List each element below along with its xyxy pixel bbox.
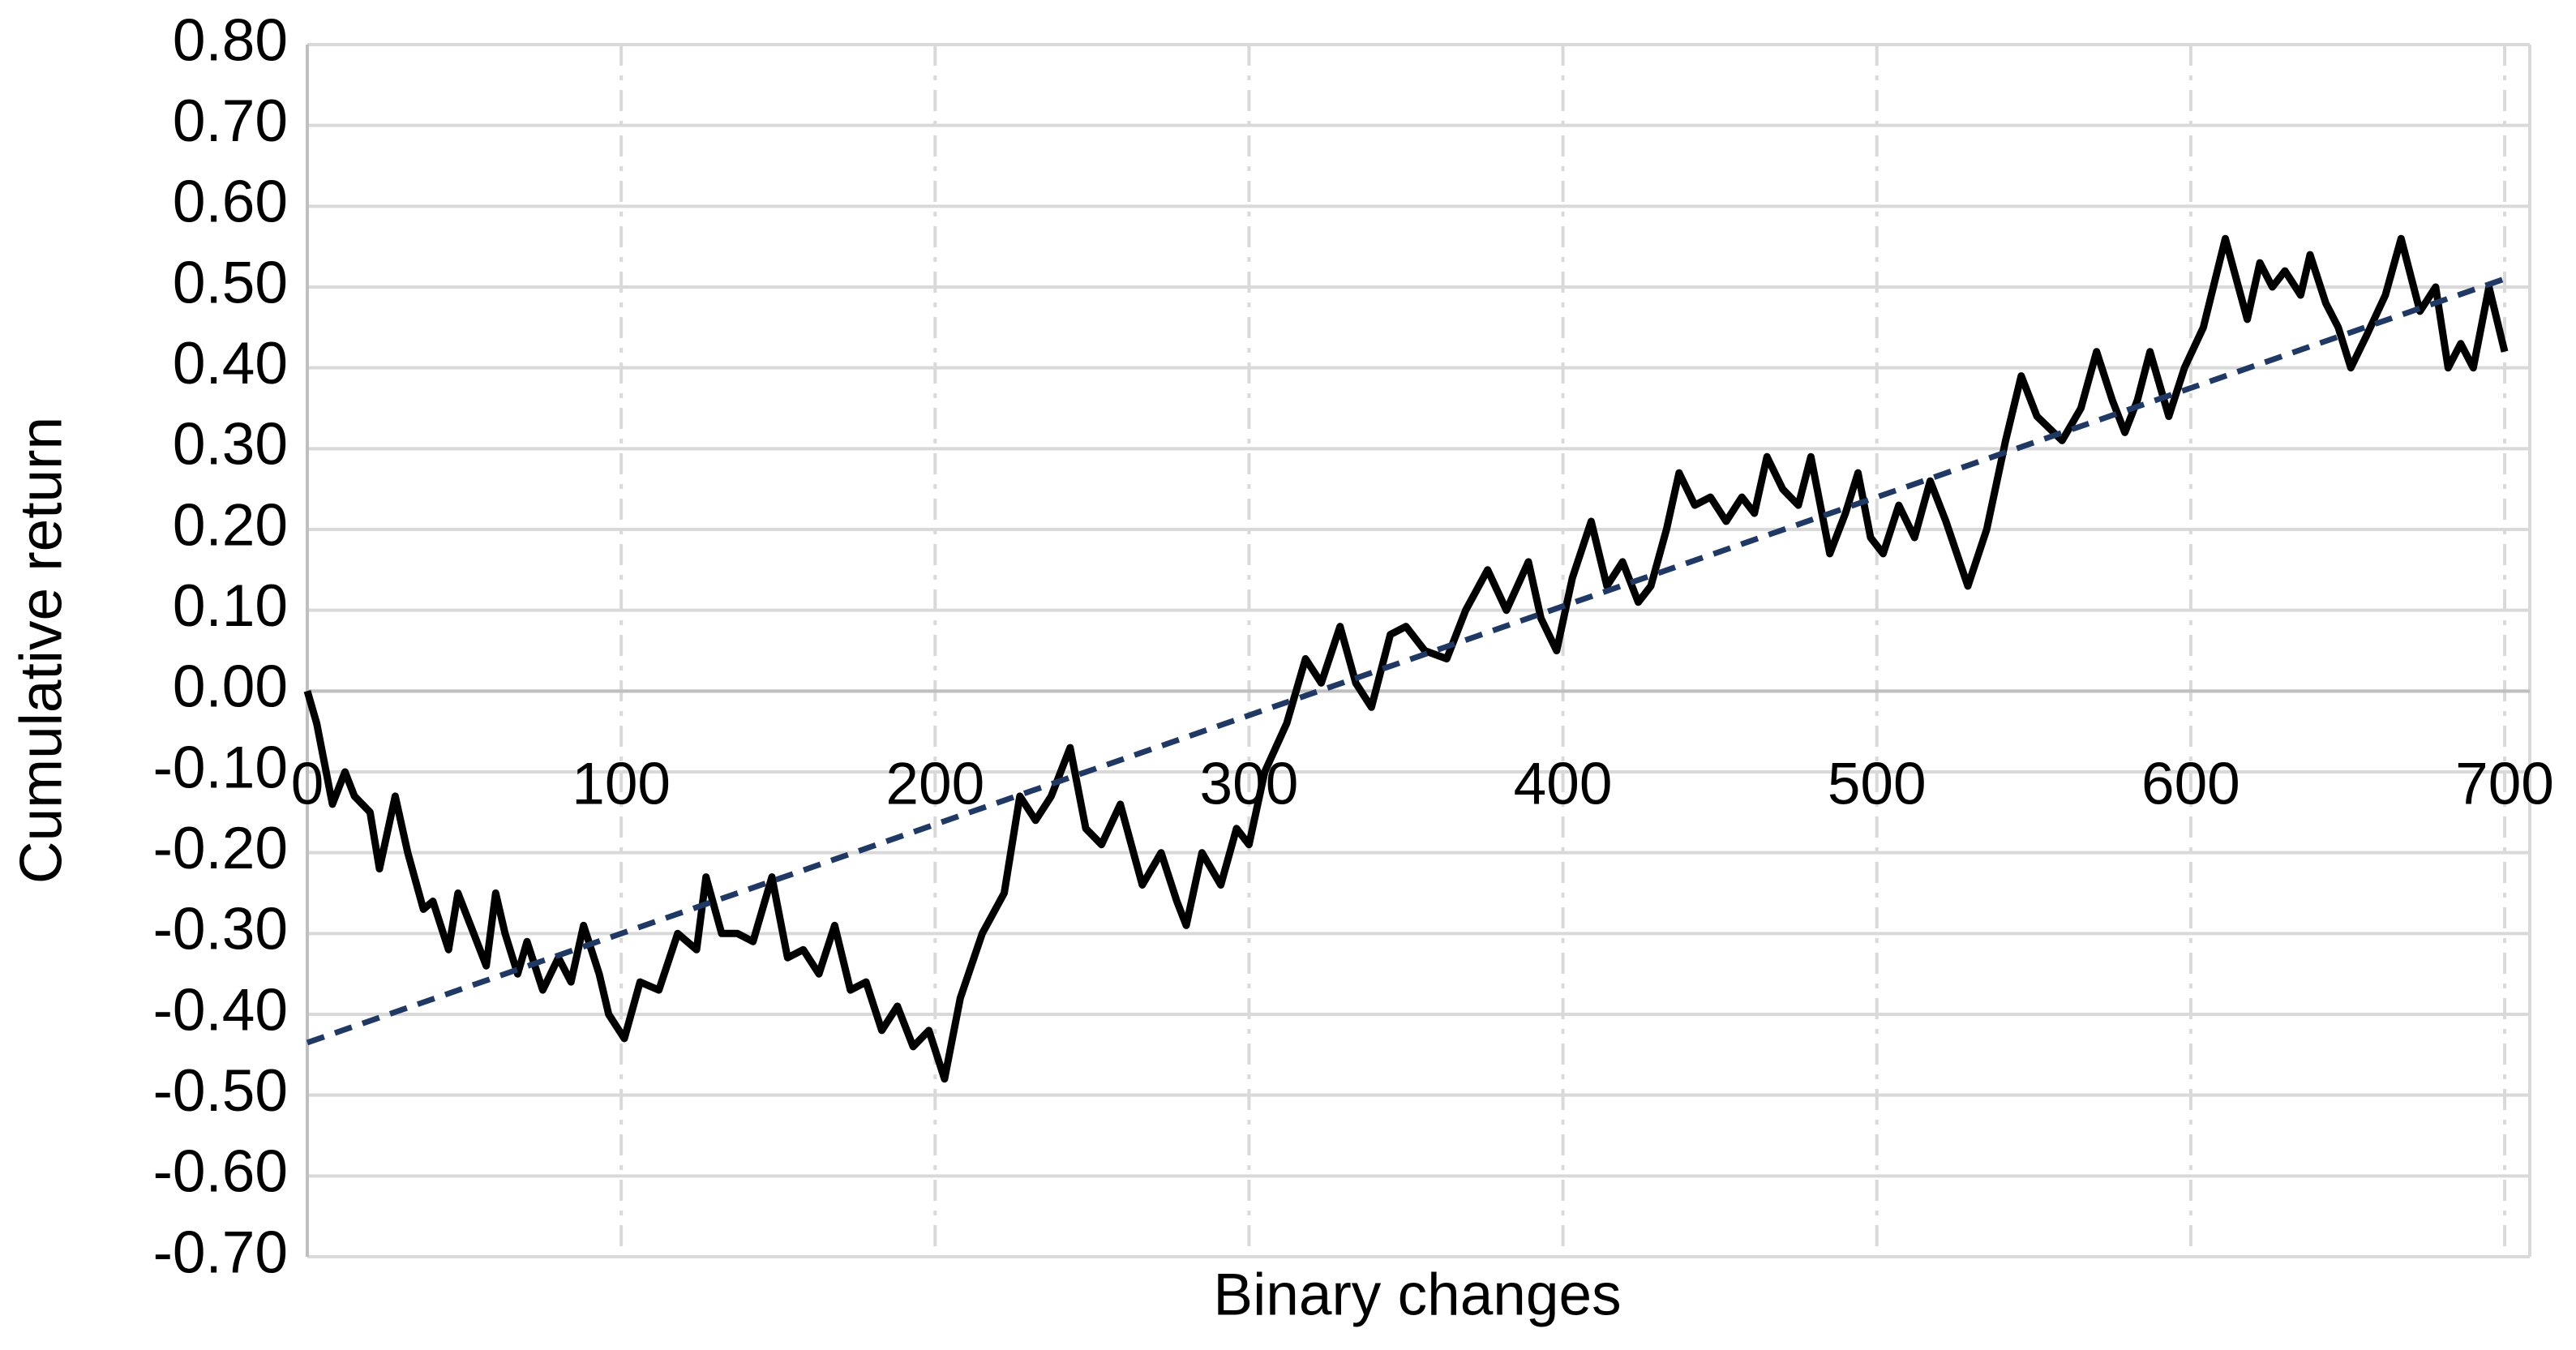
- y-tick-label: -0.60: [153, 1139, 288, 1205]
- y-tick-label: 0.30: [173, 412, 288, 478]
- x-tick-label: 400: [1514, 752, 1613, 817]
- y-tick-label: -0.70: [153, 1219, 288, 1285]
- y-tick-label: -0.30: [153, 897, 288, 962]
- y-tick-label: -0.10: [153, 735, 288, 800]
- x-tick-label: 100: [572, 752, 671, 817]
- y-tick-label: 0.20: [173, 492, 288, 558]
- x-tick-label: 300: [1200, 752, 1299, 817]
- y-tick-label: 0.80: [173, 7, 288, 73]
- y-tick-label: 0.50: [173, 250, 288, 315]
- y-tick-label: 0.10: [173, 573, 288, 639]
- y-tick-label: 0.60: [173, 169, 288, 235]
- data-line: [303, 234, 2509, 1083]
- y-tick-label: -0.40: [153, 977, 288, 1043]
- x-tick-label: 600: [2141, 752, 2240, 817]
- y-tick-label: -0.50: [153, 1058, 288, 1124]
- x-tick-label: 200: [885, 752, 984, 817]
- x-axis-label: Binary changes: [1213, 1262, 1621, 1327]
- x-tick-label: 700: [2455, 752, 2554, 817]
- y-tick-label: -0.20: [153, 816, 288, 881]
- y-tick-label: 0.70: [173, 88, 288, 154]
- y-tick-label: 0.00: [173, 654, 288, 720]
- x-tick-label: 0: [291, 752, 324, 817]
- trend-line: [306, 276, 2506, 1046]
- y-tick-label: 0.40: [173, 331, 288, 396]
- y-axis-label: Cumulative return: [8, 417, 74, 884]
- x-tick-label: 500: [1828, 752, 1927, 817]
